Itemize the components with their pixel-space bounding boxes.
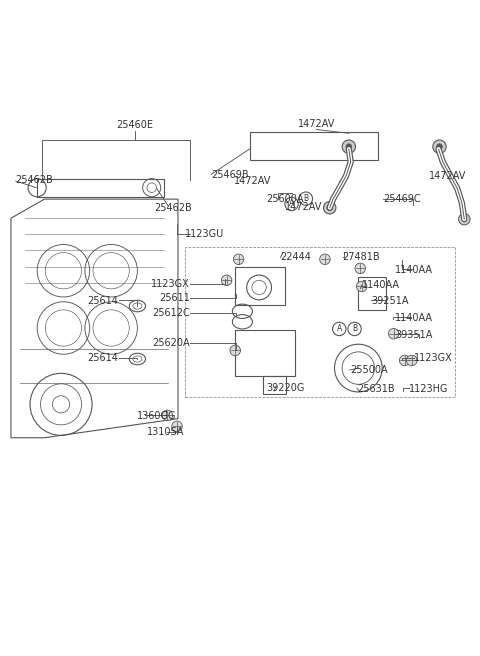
Circle shape (458, 213, 470, 225)
Text: 1140AA: 1140AA (362, 280, 400, 290)
Bar (235, 331, 295, 376)
Text: 1140AA: 1140AA (395, 265, 433, 275)
Bar (359, 277, 386, 310)
Text: 25462B: 25462B (154, 203, 192, 213)
Circle shape (342, 140, 356, 154)
Circle shape (221, 275, 232, 285)
Text: 1140AA: 1140AA (395, 312, 433, 323)
Text: 25460E: 25460E (117, 120, 154, 130)
Text: B: B (352, 325, 357, 333)
Circle shape (162, 410, 173, 420)
Text: 1472AV: 1472AV (234, 176, 271, 186)
Bar (263, 376, 286, 394)
Text: 1123GX: 1123GX (151, 279, 190, 289)
Circle shape (357, 281, 367, 292)
Text: 1472AV: 1472AV (285, 202, 323, 213)
Bar (235, 267, 285, 305)
Text: 27481B: 27481B (343, 253, 380, 262)
Text: 1472AV: 1472AV (298, 119, 335, 129)
Circle shape (355, 263, 365, 274)
Bar (250, 133, 378, 160)
Text: 25612C: 25612C (152, 308, 190, 318)
Text: 25469C: 25469C (383, 194, 421, 204)
Text: 1123HG: 1123HG (409, 384, 449, 394)
Circle shape (388, 329, 399, 339)
Circle shape (233, 254, 244, 264)
Text: 25620A: 25620A (152, 338, 190, 348)
Circle shape (320, 254, 330, 264)
Text: 39220G: 39220G (266, 382, 305, 393)
Circle shape (437, 144, 443, 150)
Bar (37, 178, 164, 197)
Circle shape (230, 345, 240, 356)
Text: 25462B: 25462B (16, 175, 53, 185)
Text: 1310SA: 1310SA (147, 427, 185, 437)
Text: B: B (303, 194, 309, 203)
Text: 1123GX: 1123GX (414, 353, 453, 363)
Circle shape (324, 201, 336, 214)
Text: 39351A: 39351A (395, 330, 432, 340)
Bar (185, 247, 455, 397)
Circle shape (399, 355, 410, 365)
Text: 25614: 25614 (87, 353, 118, 363)
Text: 25469B: 25469B (211, 171, 249, 180)
Circle shape (327, 205, 333, 211)
Text: A: A (289, 199, 294, 209)
Text: 1360GG: 1360GG (137, 411, 177, 421)
Text: 25631B: 25631B (357, 384, 395, 394)
Text: 1123GU: 1123GU (185, 228, 224, 239)
Text: 25500A: 25500A (350, 365, 387, 375)
Text: 1472AV: 1472AV (429, 171, 467, 181)
Text: 25600A: 25600A (266, 194, 304, 204)
Text: 22444: 22444 (281, 253, 312, 262)
Text: 25614: 25614 (87, 296, 118, 306)
Circle shape (172, 421, 182, 432)
Text: 39251A: 39251A (371, 296, 409, 306)
Text: 25611: 25611 (159, 293, 190, 304)
Circle shape (346, 144, 352, 150)
Circle shape (407, 355, 417, 365)
Text: A: A (336, 325, 342, 333)
Circle shape (433, 140, 446, 154)
